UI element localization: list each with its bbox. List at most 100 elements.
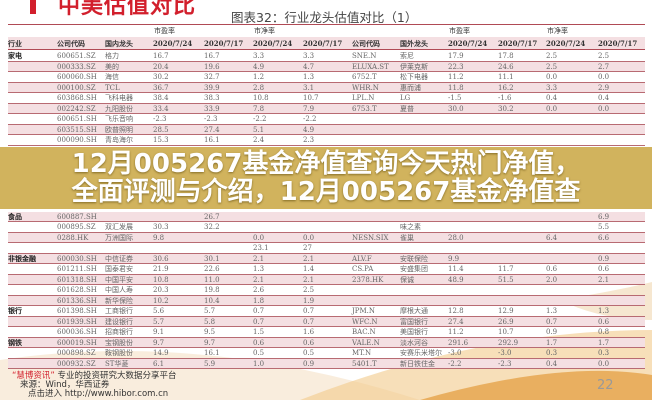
cell-domestic-code: 000932.SZ — [57, 359, 96, 368]
cell-domestic-code: 601628.SH — [57, 286, 97, 294]
cell-foreign-leader: 伊莱克斯 — [400, 62, 428, 71]
cell-foreign-code: WHR.N — [352, 83, 379, 92]
cell-industry: 非银金融 — [8, 253, 36, 263]
cell-domestic-code: 000100.SZ — [57, 83, 96, 92]
cell-domestic-pb-0724: 7.8 — [253, 104, 265, 113]
cell-domestic-pe-0717: 16.1 — [204, 136, 220, 144]
cell-foreign-pe-0724: 9.9 — [448, 254, 460, 263]
cell-domestic-pe-0717: 33.9 — [204, 104, 220, 113]
cell-foreign-pb-0717: 0.6 — [598, 265, 610, 273]
cell-domestic-code: 000090.SH — [57, 136, 97, 144]
cell-domestic-pe-0724: 10.8 — [153, 275, 169, 284]
cell-domestic-leader: 新华保险 — [105, 296, 133, 305]
cell-foreign-code: 6752.T — [352, 73, 377, 81]
cell-domestic-code: 0288.HK — [57, 233, 89, 242]
cell-foreign-pb-0724: 0.7 — [546, 317, 558, 326]
table-row: 食品 600887.SH 26.7 6.9 — [8, 211, 645, 222]
cell-foreign-pb-0717: 2.7 — [598, 62, 610, 71]
cell-foreign-pb-0724: 2.5 — [546, 52, 558, 60]
headline-line-2: 全面评测与介绍，12月005267基金净值查 — [71, 177, 581, 207]
cell-domestic-pb-0724: 1.2 — [253, 73, 265, 81]
cell-foreign-pe-0724: 11.2 — [448, 328, 464, 336]
cell-domestic-pe-0717: 11.0 — [204, 275, 220, 284]
cell-domestic-pb-0724: 2.1 — [253, 275, 265, 284]
cell-domestic-pe-0717: 16.7 — [204, 52, 220, 60]
column-header-foreign-pe-0717: 2020/7/17 — [498, 38, 538, 48]
cell-domestic-leader: 青岛海尔 — [105, 136, 133, 144]
cell-domestic-pe-0717: 38.3 — [204, 94, 220, 102]
cell-domestic-pe-0717: 27.4 — [204, 125, 220, 134]
column-header-domestic-pe-0724: 2020/7/24 — [153, 38, 193, 48]
cell-domestic-leader: 中国平安 — [105, 275, 133, 284]
cell-domestic-pe-0717: 5.7 — [204, 307, 216, 315]
cell-domestic-pe-0724: 30.2 — [153, 73, 169, 81]
cell-domestic-pb-0717: 1.3 — [303, 73, 315, 81]
cell-domestic-pe-0724: 28.5 — [153, 125, 169, 134]
group-header-pb-foreign: 市净率 — [547, 27, 568, 35]
cell-domestic-pe-0724: 21.9 — [153, 265, 169, 273]
cell-domestic-pb-0724: 0.6 — [253, 338, 265, 347]
cell-domestic-pe-0717: 32.7 — [204, 73, 220, 81]
cell-foreign-pe-0724: -2.2 — [448, 359, 462, 368]
cell-domestic-pe-0717: 19.6 — [204, 62, 220, 71]
table-row: 000100.SZ TCL 36.7 39.9 2.8 3.1 WHR.N 惠而浦 11.8 16… — [8, 82, 645, 93]
cell-domestic-pe-0724: 16.7 — [153, 52, 169, 60]
cell-domestic-leader: 飞科电器 — [105, 94, 133, 102]
cell-domestic-pb-0724: 1.8 — [253, 296, 265, 305]
cell-domestic-pe-0724: 10.2 — [153, 296, 169, 305]
cell-foreign-pe-0724: 28.0 — [448, 233, 464, 242]
cell-foreign-code: VALE.N — [352, 338, 380, 347]
cell-domestic-pb-0717: 1.4 — [303, 265, 315, 273]
cell-domestic-pb-0724: 4.9 — [253, 62, 265, 71]
cell-foreign-pe-0717: -3.0 — [498, 349, 512, 357]
cell-foreign-leader: 摩根大通 — [400, 307, 428, 315]
cell-domestic-pe-0724: 6.1 — [153, 359, 165, 368]
column-header-foreign-code: 公司代码 — [352, 38, 380, 48]
cell-foreign-pb-0724: 1.3 — [546, 307, 558, 315]
cell-domestic-pb-0717: 7.9 — [303, 104, 315, 113]
cell-domestic-leader: 工商银行 — [105, 307, 133, 315]
footer-brand: “慧博资讯” — [12, 371, 55, 381]
cell-domestic-leader: 宝钢股份 — [105, 338, 133, 347]
cell-domestic-pe-0717: 19.8 — [204, 286, 220, 294]
table-row: 000898.SZ 鞍钢股份 14.9 16.1 0.5 0.5 MT.N 安赛乐米塔尔 -3.… — [8, 348, 645, 359]
cell-domestic-pb-0724: 3.3 — [253, 52, 265, 60]
cell-foreign-leader: 富国银行 — [400, 317, 428, 326]
cell-domestic-pb-0724: 1.0 — [253, 359, 265, 368]
cell-domestic-pe-0717: 5.9 — [204, 359, 216, 368]
cell-domestic-pb-0717: 1.9 — [303, 296, 315, 305]
cell-foreign-pb-0724: 0.9 — [546, 328, 558, 336]
cell-foreign-pe-0724: -1.5 — [448, 94, 462, 102]
table-row: 000333.SZ 美的 20.4 19.6 4.9 4.7 ELUXA.ST 伊莱克斯 22.… — [8, 61, 645, 72]
cell-industry: 银行 — [8, 306, 22, 315]
cell-foreign-code: BAC.N — [352, 328, 376, 336]
cell-foreign-pe-0717: 16.2 — [498, 83, 514, 92]
cell-foreign-pb-0717: 0.8 — [598, 328, 610, 336]
cell-foreign-pe-0724: 12.8 — [448, 307, 464, 315]
table-row: 23.1 27 — [8, 243, 645, 254]
cell-foreign-pe-0717: 11.1 — [498, 73, 514, 81]
cell-domestic-code: 000333.SZ — [57, 62, 96, 71]
cell-domestic-pb-0724: 1.5 — [253, 328, 265, 336]
cell-foreign-leader: 美国银行 — [400, 328, 428, 336]
cell-domestic-pb-0724: 2.1 — [253, 254, 265, 263]
group-header-pe-foreign: 市盈率 — [449, 27, 470, 35]
cell-domestic-leader: 建设银行 — [105, 317, 133, 326]
footer: “慧博资讯” 专业的投资研究大数据分享平台 来源：Wind，华西证券 点击进入 … — [12, 372, 177, 399]
cell-domestic-pe-0717: 16.1 — [204, 349, 220, 357]
cell-foreign-code: WFC.N — [352, 317, 378, 326]
cell-domestic-pe-0724: 33.4 — [153, 104, 169, 113]
cell-domestic-code: 600019.SH — [57, 338, 97, 347]
cell-domestic-pb-0717: 4.7 — [303, 62, 315, 71]
cell-foreign-pb-0724: 1.7 — [546, 338, 558, 347]
cell-domestic-pb-0717: 1.6 — [303, 328, 315, 336]
cell-foreign-pb-0717: 0.6 — [598, 317, 610, 326]
cell-domestic-pb-0717: 0.7 — [303, 317, 315, 326]
footer-link[interactable]: 点击进入 http://www.hibor.com.cn — [28, 389, 169, 399]
cell-domestic-pb-0724: 0.7 — [253, 317, 265, 326]
cell-domestic-leader: 中国人寿 — [105, 286, 133, 294]
cell-domestic-code: 002242.SZ — [57, 104, 96, 113]
section-marker — [30, 0, 36, 14]
table-row: 002242.SZ 九阳股份 33.4 33.9 7.8 7.9 6753.T 夏普 30.0 3… — [8, 103, 645, 114]
cell-domestic-pe-0724: 20.3 — [153, 286, 169, 294]
